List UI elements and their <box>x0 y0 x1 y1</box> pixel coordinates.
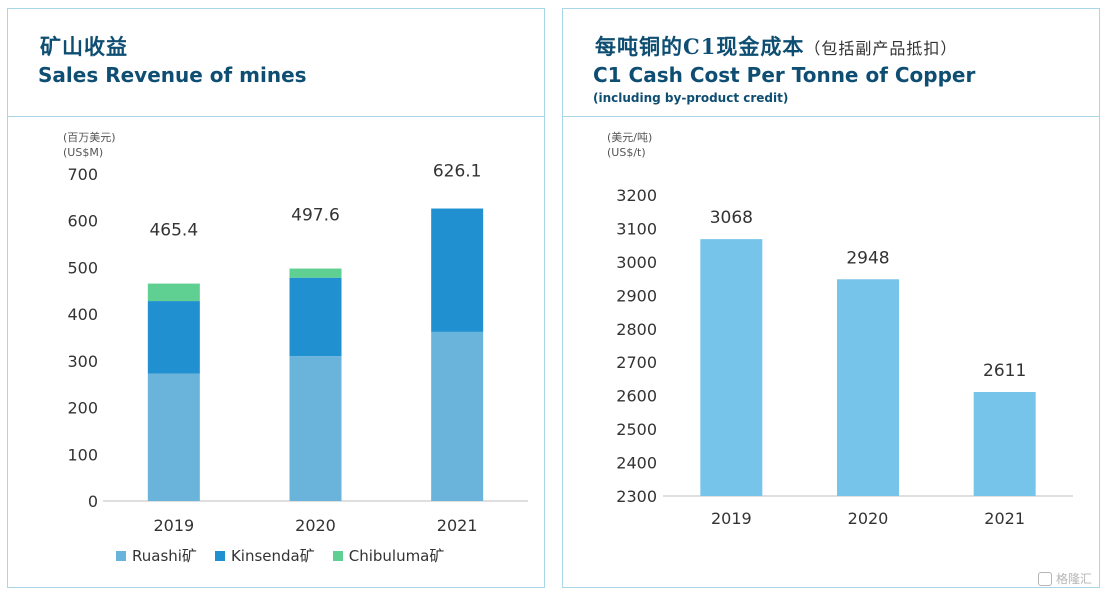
y-tick-label: 2600 <box>616 387 657 406</box>
y-unit-cn: (百万美元) <box>63 131 116 144</box>
y-tick-label: 3200 <box>616 186 657 205</box>
bar-segment-1 <box>289 356 342 501</box>
bar <box>700 239 763 496</box>
cost-title-cn-sub: （包括副产品抵扣） <box>804 39 958 58</box>
y-tick-label: 3100 <box>616 219 657 238</box>
bar-segment-2 <box>431 208 484 332</box>
cost-chart: (美元/吨) (US$/t) 2300 2400 2500 2600 2700 2800 290… <box>607 131 1073 528</box>
legend-item: Chibuluma矿 <box>332 545 445 566</box>
x-tick-label: 2020 <box>295 516 336 535</box>
legend-label: Ruashi矿 <box>132 547 197 565</box>
y-unit-en: (US$/t) <box>607 146 646 159</box>
x-tick-label: 2021 <box>984 509 1025 528</box>
y-tick-label: 2700 <box>616 353 657 372</box>
revenue-legend: Ruashi矿 Kinsenda矿 Chibuluma矿 <box>116 545 444 566</box>
revenue-title-en: Sales Revenue of mines <box>38 63 307 87</box>
bar-segment-3 <box>147 283 200 302</box>
y-tick-label: 600 <box>67 212 98 231</box>
cost-panel: 每吨铜的C1现金成本（包括副产品抵扣） C1 Cash Cost Per Ton… <box>562 8 1100 588</box>
y-tick-label: 100 <box>67 445 98 464</box>
watermark: 格隆汇 <box>1037 570 1092 587</box>
y-tick-label: 2400 <box>616 454 657 473</box>
legend-swatch <box>214 550 225 561</box>
x-tick-label: 2021 <box>437 516 478 535</box>
x-tick-label: 2019 <box>153 516 194 535</box>
legend-swatch <box>116 550 126 561</box>
y-tick-label: 2900 <box>616 286 657 305</box>
y-tick-label: 500 <box>67 258 98 277</box>
bar <box>973 391 1036 496</box>
legend-item: Kinsenda矿 <box>214 545 315 566</box>
bar-segment-1 <box>431 331 484 501</box>
legend-label: Chibuluma矿 <box>348 547 445 565</box>
cost-title-cn: 每吨铜的C1现金成本（包括副产品抵扣） <box>595 31 957 61</box>
cost-header: 每吨铜的C1现金成本（包括副产品抵扣） C1 Cash Cost Per Ton… <box>563 9 1099 117</box>
y-tick-label: 400 <box>67 305 98 324</box>
y-tick-label: 2800 <box>616 320 657 339</box>
cost-title-cn-main: 每吨铜的C1现金成本 <box>595 34 805 59</box>
total-label: 626.1 <box>433 162 482 182</box>
bar-segment-1 <box>147 373 200 501</box>
watermark-text: 格隆汇 <box>1055 572 1092 586</box>
y-tick-label: 700 <box>67 165 98 184</box>
legend-swatch <box>332 550 343 561</box>
y-tick-label: 300 <box>67 352 98 371</box>
total-label: 497.6 <box>291 206 340 226</box>
y-tick-label: 0 <box>88 492 98 511</box>
legend-label: Kinsenda矿 <box>230 547 315 565</box>
cost-title-en-sub: (including by-product credit) <box>593 91 789 105</box>
total-label: 465.4 <box>149 221 198 241</box>
x-tick-label: 2019 <box>711 509 752 528</box>
bar-segment-2 <box>147 301 200 374</box>
data-label: 3068 <box>710 208 753 228</box>
x-tick-label: 2020 <box>848 509 889 528</box>
revenue-panel: 矿山收益 Sales Revenue of mines (百万美元) (US$M)… <box>7 8 545 588</box>
revenue-chart: (百万美元) (US$M) 0 100 200 300 400 500 600 700 2019 46… <box>63 131 528 535</box>
data-label: 2948 <box>846 248 889 268</box>
y-tick-label: 3000 <box>616 253 657 272</box>
y-tick-label: 2500 <box>616 420 657 439</box>
y-unit-en: (US$M) <box>63 146 103 159</box>
bar-segment-3 <box>289 268 342 278</box>
bar-segment-2 <box>289 277 342 357</box>
y-unit-cn: (美元/吨) <box>607 131 652 144</box>
revenue-header: 矿山收益 Sales Revenue of mines <box>8 9 544 117</box>
y-tick-label: 200 <box>67 399 98 418</box>
watermark-logo-icon <box>1037 571 1052 586</box>
data-label: 2611 <box>983 361 1026 381</box>
cost-title-en: C1 Cash Cost Per Tonne of Copper <box>593 63 976 87</box>
legend-item: Ruashi矿 <box>116 545 197 566</box>
bar <box>837 279 899 496</box>
y-tick-label: 2300 <box>616 487 657 506</box>
revenue-title-cn: 矿山收益 <box>40 34 128 59</box>
